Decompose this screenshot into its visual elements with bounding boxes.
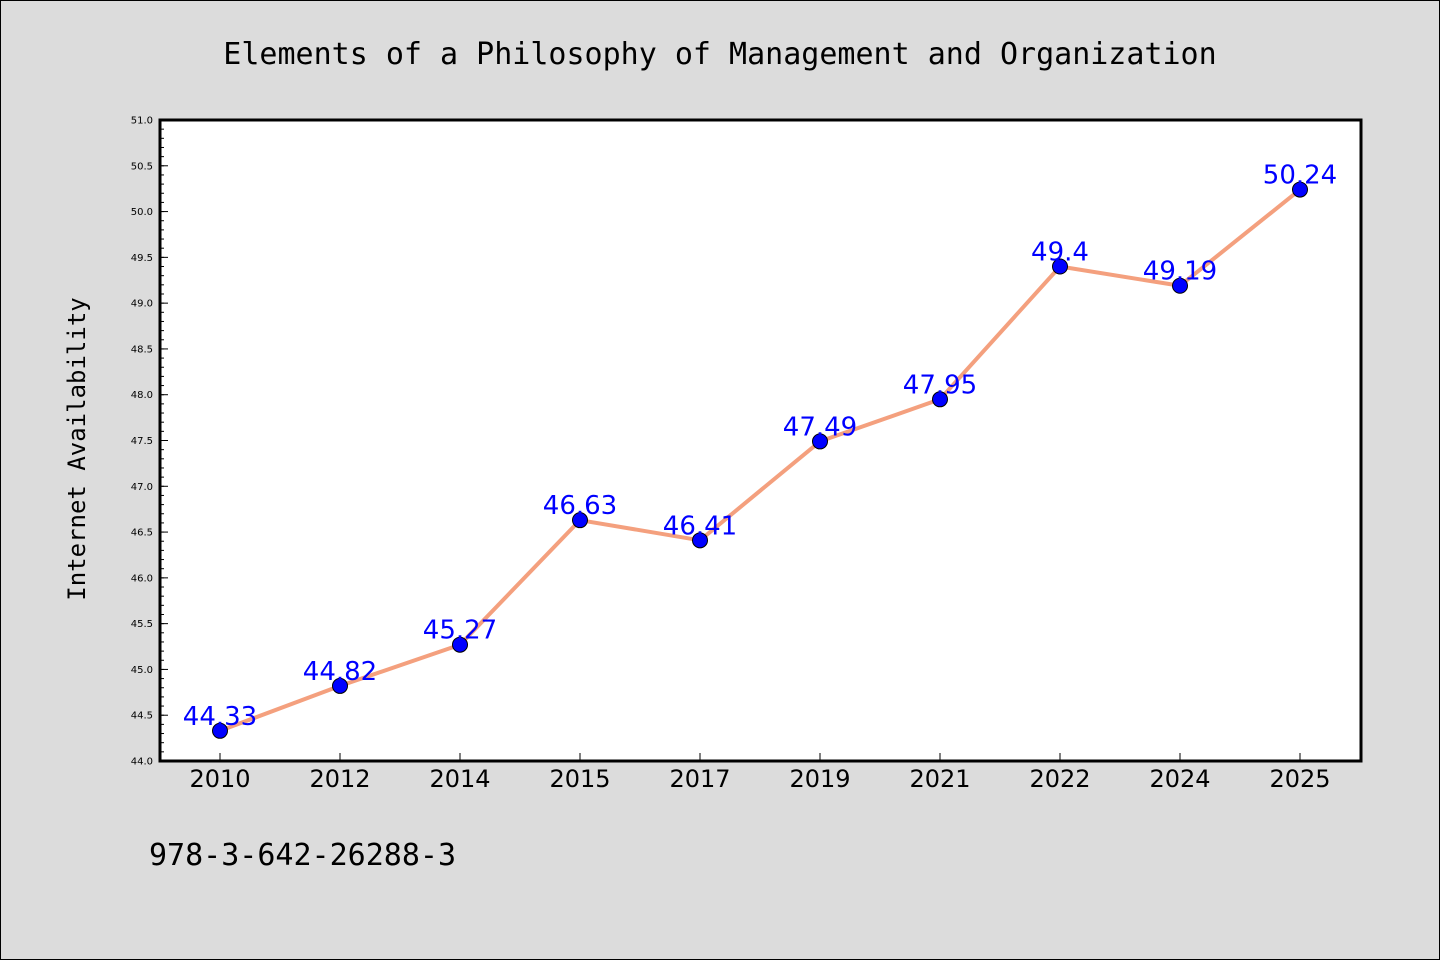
data-label: 49.4	[1031, 238, 1089, 268]
y-tick-label: 51.0	[131, 116, 153, 127]
data-series: 44.33 44.82 45.27 46.63 46.41 47.49 47.95 49.4 4…	[183, 161, 1337, 739]
x-tick-label: 2021	[909, 765, 970, 793]
y-tick-label: 45.0	[131, 665, 153, 676]
y-tick-label: 44.0	[131, 757, 153, 768]
y-axis: 44.0 44.5 45.0 45.5 46.0 46.5 47.0 47.5 48.0 48.5…	[131, 116, 168, 768]
data-point	[932, 391, 948, 408]
data-label: 44.33	[183, 702, 257, 732]
data-label: 46.41	[663, 511, 737, 541]
data-point	[1052, 258, 1068, 275]
y-tick-label: 48.0	[131, 390, 153, 401]
chart-title: Elements of a Philosophy of Management a…	[223, 37, 1216, 72]
x-tick-label: 2025	[1269, 765, 1330, 793]
y-tick-label: 46.0	[131, 573, 153, 584]
y-tick-label: 48.5	[131, 344, 153, 355]
y-tick-label: 49.0	[131, 299, 153, 310]
y-tick-label: 49.5	[131, 253, 153, 264]
data-label: 49.19	[1143, 257, 1217, 287]
data-point	[1172, 277, 1188, 294]
y-tick-label: 50.0	[131, 207, 153, 218]
x-tick-label: 2019	[789, 765, 850, 793]
data-point	[332, 677, 348, 694]
data-label: 45.27	[423, 616, 497, 646]
y-tick-label: 50.5	[131, 161, 153, 172]
y-tick-label: 45.5	[131, 619, 153, 630]
x-tick-label: 2010	[189, 765, 250, 793]
data-label: 46.63	[543, 491, 617, 521]
y-tick-label: 44.5	[131, 711, 153, 722]
x-tick-label: 2024	[1149, 765, 1210, 793]
x-tick-label: 2022	[1029, 765, 1090, 793]
isbn-footer: 978-3-642-26288-3	[149, 838, 456, 873]
data-label: 44.82	[303, 657, 377, 687]
series-line	[219, 188, 1302, 733]
data-point	[1292, 181, 1308, 198]
y-tick-label: 46.5	[131, 528, 153, 539]
y-tick-label: 47.5	[131, 436, 153, 447]
y-axis-label: Internet Availability	[63, 297, 91, 600]
data-label: 47.95	[903, 370, 977, 400]
data-point	[812, 433, 828, 450]
data-point	[692, 532, 708, 549]
y-tick-label: 47.0	[131, 482, 153, 493]
x-axis: 2010 2012 2014 2015 2017 2019 2021 2022 2024 2025	[189, 753, 1331, 793]
data-point	[572, 512, 588, 529]
data-point	[212, 722, 228, 739]
x-tick-label: 2014	[429, 765, 490, 793]
x-tick-label: 2012	[309, 765, 370, 793]
data-label: 50.24	[1263, 161, 1337, 191]
x-tick-label: 2017	[669, 765, 730, 793]
plot-area	[158, 118, 1363, 763]
data-label: 47.49	[783, 412, 857, 442]
data-point	[452, 636, 468, 653]
x-tick-label: 2015	[549, 765, 610, 793]
